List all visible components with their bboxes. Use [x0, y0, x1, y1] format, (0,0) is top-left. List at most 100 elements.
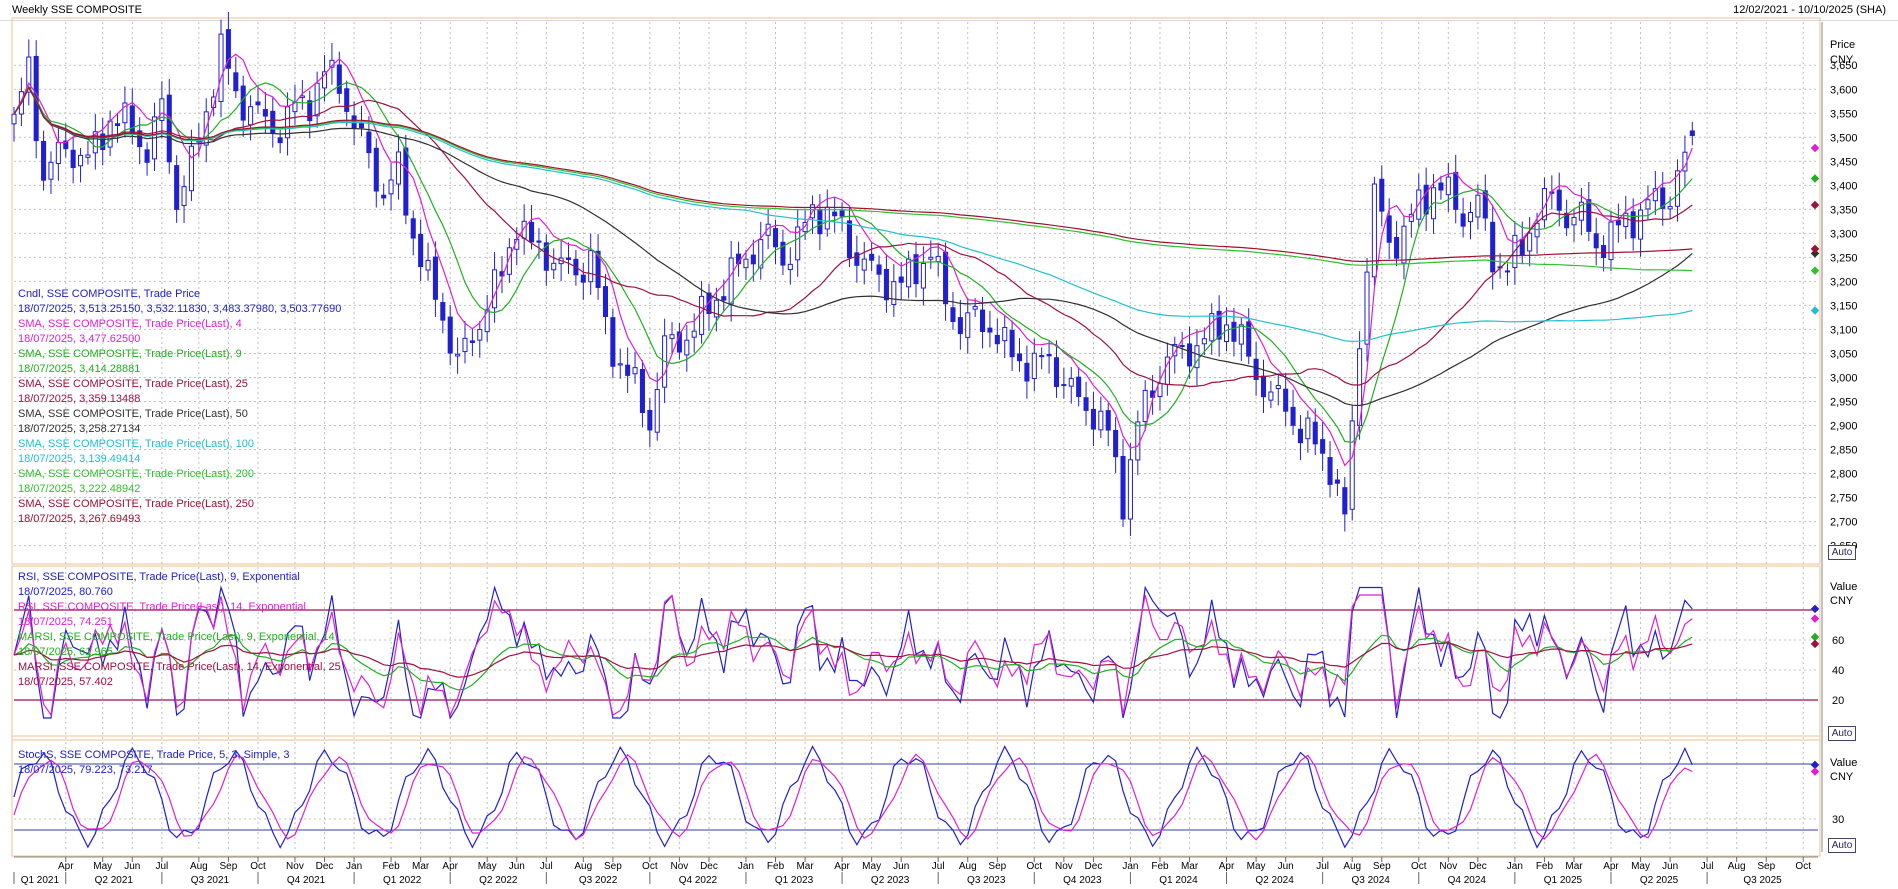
candle-body: [174, 165, 180, 210]
candle-body: [1638, 209, 1644, 240]
candle-body: [492, 269, 498, 309]
candle-body: [455, 353, 461, 357]
stoch-auto-button[interactable]: Auto: [1828, 838, 1856, 853]
candle-body: [699, 295, 705, 335]
price-axis-unit: CNY: [1830, 54, 1854, 66]
stoch-d-line: [13, 753, 1693, 841]
stoch-k-line: [13, 745, 1693, 849]
candle-body: [595, 250, 601, 288]
price-tick-label: 3,300: [1830, 228, 1858, 240]
x-month-label: Feb: [1536, 861, 1554, 872]
candle-body: [943, 251, 949, 305]
candle-body: [1201, 338, 1207, 345]
rsi-last-marker: [1810, 632, 1820, 642]
x-month-label: Jan: [738, 861, 754, 872]
candle-body: [11, 113, 17, 125]
candle-body: [1076, 376, 1082, 398]
price-tick-label: 3,500: [1830, 132, 1858, 144]
price-auto-button[interactable]: Auto: [1828, 545, 1856, 560]
candle-body: [1053, 357, 1060, 388]
candle-body: [1157, 383, 1163, 398]
x-quarter-label: Q3 2024: [1352, 875, 1391, 886]
candle-body: [432, 256, 438, 300]
rsi-axis-title: Value: [1830, 581, 1857, 593]
candle-body: [307, 100, 313, 122]
rsi-tick-label: 60: [1832, 635, 1844, 647]
candle-body: [129, 105, 135, 135]
candle-body: [1209, 313, 1215, 342]
candle-body: [1564, 212, 1570, 229]
legend-value: 18/07/2025, 3,477.62500: [18, 333, 141, 345]
candle-body: [639, 368, 645, 413]
candle-body: [1238, 324, 1244, 345]
x-quarter-label: Q2 2023: [871, 875, 910, 886]
x-month-label: Jan: [1507, 861, 1523, 872]
legend-value: 18/07/2025, 3,513.25150, 3,532.11830, 3,…: [18, 303, 342, 315]
candle-body: [1327, 457, 1333, 485]
candle-body: [78, 154, 84, 167]
candle-body: [1601, 245, 1607, 259]
candle-body: [669, 334, 675, 339]
candle-body: [122, 102, 128, 124]
candle-body: [1386, 215, 1392, 243]
legend-entry: SMA, SSE COMPOSITE, Trade Price(Last), 1…: [18, 438, 254, 450]
x-quarter-label: Q1 2022: [383, 875, 422, 886]
candle-body: [366, 131, 372, 154]
candle-body: [1482, 190, 1488, 219]
x-quarter-label: Q1 2023: [775, 875, 814, 886]
candle-body: [1615, 219, 1621, 226]
x-quarter-label: Q1 2024: [1159, 875, 1198, 886]
candle-body: [1586, 199, 1592, 232]
price-tick-label: 3,100: [1830, 324, 1858, 336]
legend-entry: RSI, SSE COMPOSITE, Trade Price(Last), 1…: [18, 601, 306, 613]
x-quarter-label: Q2 2024: [1255, 875, 1294, 886]
candle-body: [817, 209, 823, 235]
candle-body: [395, 151, 401, 185]
marsi-14-line: [13, 642, 1693, 678]
candle-body: [447, 316, 453, 354]
candle-body: [336, 64, 342, 94]
candle-body: [928, 256, 934, 260]
x-month-label: Jun: [1662, 861, 1678, 872]
x-month-label: Jun: [124, 861, 140, 872]
candle-body: [107, 120, 113, 148]
candle-body: [1142, 389, 1148, 423]
candle-body: [994, 334, 1000, 345]
candle-body: [1652, 188, 1658, 202]
rsi-auto-button[interactable]: Auto: [1828, 726, 1856, 741]
sma-4-line: [13, 53, 1693, 467]
candle-body: [1231, 321, 1237, 342]
x-month-label: Jun: [893, 861, 909, 872]
candle-body: [248, 106, 254, 126]
candle-body: [1467, 212, 1474, 223]
x-month-label: May: [1631, 861, 1650, 872]
sma-200-line: [13, 86, 1693, 272]
sma-last-marker: [1810, 306, 1820, 315]
x-month-label: Nov: [671, 861, 689, 872]
price-tick-label: 3,200: [1830, 276, 1858, 288]
candle-body: [188, 145, 194, 192]
candle-body: [159, 98, 165, 121]
legend-value: 18/07/2025, 3,222.48942: [18, 483, 141, 495]
chart-title: Weekly SSE COMPOSITE: [12, 4, 142, 16]
candle-body: [1283, 388, 1289, 412]
candle-body: [676, 331, 682, 353]
candle-body: [1187, 343, 1193, 367]
price-tick-label: 3,000: [1830, 372, 1858, 384]
candle-body: [1608, 221, 1614, 261]
candle-body: [440, 302, 446, 321]
candle-body: [1061, 384, 1067, 387]
sma-last-marker: [1810, 143, 1820, 153]
x-month-label: May: [93, 861, 112, 872]
candle-body: [625, 364, 631, 376]
candle-body: [270, 110, 276, 134]
candle-body: [233, 72, 239, 92]
candle-body: [1349, 420, 1355, 510]
candle-body: [543, 242, 549, 271]
x-month-label: Mar: [796, 861, 814, 872]
stoch-tick-label: 30: [1832, 814, 1844, 826]
price-tick-label: 3,400: [1830, 180, 1858, 192]
candle-body: [262, 109, 268, 117]
x-month-label: Aug: [1728, 861, 1746, 872]
